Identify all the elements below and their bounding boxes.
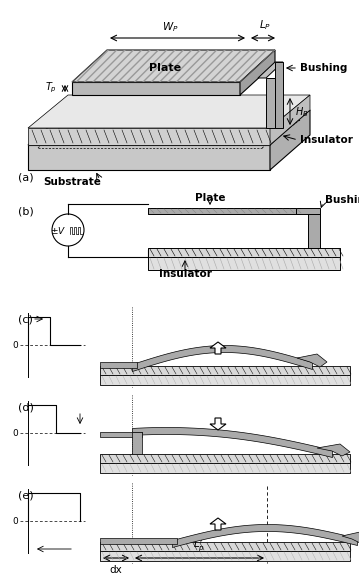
Polygon shape <box>266 78 275 128</box>
Polygon shape <box>28 128 270 145</box>
Polygon shape <box>72 82 240 95</box>
Text: $L_P$: $L_P$ <box>259 18 271 32</box>
Text: (c): (c) <box>18 315 33 325</box>
Text: $W_P$: $W_P$ <box>162 20 178 34</box>
Text: dx: dx <box>109 565 122 574</box>
Polygon shape <box>317 444 350 456</box>
Polygon shape <box>28 95 310 128</box>
Text: 0: 0 <box>12 517 18 526</box>
Text: Bushing: Bushing <box>325 195 359 205</box>
Text: Plate: Plate <box>195 193 225 203</box>
Text: Insulator: Insulator <box>159 269 211 279</box>
Text: 0: 0 <box>12 340 18 350</box>
Polygon shape <box>72 50 275 82</box>
Text: $H_B$: $H_B$ <box>295 105 308 119</box>
Text: (e): (e) <box>18 491 34 501</box>
Polygon shape <box>28 110 310 145</box>
Polygon shape <box>342 532 359 544</box>
Text: (d): (d) <box>18 403 34 413</box>
Polygon shape <box>270 95 310 145</box>
Text: Bushing: Bushing <box>300 63 348 73</box>
Text: (a): (a) <box>18 173 34 183</box>
Polygon shape <box>297 354 327 367</box>
Polygon shape <box>258 62 283 78</box>
Polygon shape <box>28 145 270 170</box>
Polygon shape <box>210 342 226 354</box>
Text: (b): (b) <box>18 207 34 217</box>
Text: $T_p$: $T_p$ <box>45 81 57 95</box>
Text: 0: 0 <box>12 429 18 437</box>
Text: $L_p'$: $L_p'$ <box>193 537 205 553</box>
Polygon shape <box>270 110 310 170</box>
Text: Substrate: Substrate <box>43 177 101 187</box>
Polygon shape <box>240 50 275 95</box>
Text: Insulator: Insulator <box>300 135 353 145</box>
Text: Plate: Plate <box>149 63 181 73</box>
Polygon shape <box>275 62 283 128</box>
Polygon shape <box>210 518 226 530</box>
Text: $\pm V$: $\pm V$ <box>50 224 66 235</box>
Polygon shape <box>210 418 226 430</box>
